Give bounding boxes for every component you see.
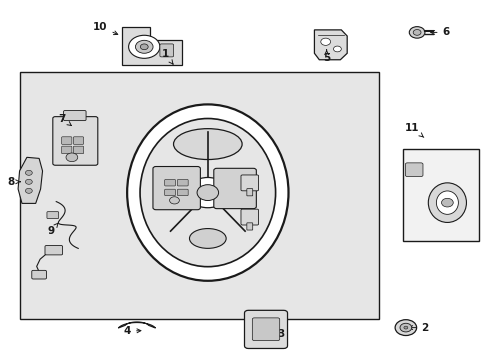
FancyBboxPatch shape: [63, 111, 86, 121]
Text: 9: 9: [47, 223, 58, 236]
FancyBboxPatch shape: [177, 180, 188, 186]
Circle shape: [128, 35, 160, 58]
Circle shape: [320, 38, 330, 45]
Text: 6: 6: [430, 27, 449, 37]
FancyBboxPatch shape: [47, 212, 59, 219]
FancyBboxPatch shape: [252, 318, 279, 341]
Circle shape: [169, 197, 179, 204]
Ellipse shape: [173, 129, 242, 159]
Polygon shape: [118, 322, 155, 328]
FancyBboxPatch shape: [241, 209, 258, 225]
Ellipse shape: [127, 104, 288, 281]
Polygon shape: [122, 27, 182, 65]
FancyBboxPatch shape: [213, 168, 256, 209]
FancyBboxPatch shape: [246, 223, 252, 230]
FancyBboxPatch shape: [160, 44, 173, 57]
FancyBboxPatch shape: [246, 189, 252, 196]
Text: 11: 11: [404, 123, 423, 138]
Text: 4: 4: [123, 326, 141, 336]
Ellipse shape: [140, 118, 275, 267]
Text: 8: 8: [7, 177, 20, 187]
Ellipse shape: [435, 191, 457, 214]
FancyBboxPatch shape: [61, 146, 72, 154]
Circle shape: [140, 44, 148, 50]
FancyBboxPatch shape: [405, 163, 422, 176]
Circle shape: [408, 27, 424, 38]
FancyBboxPatch shape: [164, 189, 175, 196]
Polygon shape: [314, 30, 346, 60]
Circle shape: [135, 40, 153, 53]
Circle shape: [66, 153, 78, 162]
Text: 1: 1: [161, 49, 173, 64]
FancyBboxPatch shape: [45, 246, 62, 255]
FancyBboxPatch shape: [73, 146, 83, 154]
FancyBboxPatch shape: [20, 72, 378, 319]
Polygon shape: [18, 157, 42, 203]
Circle shape: [399, 323, 411, 332]
Circle shape: [187, 177, 228, 208]
Circle shape: [403, 326, 407, 329]
FancyBboxPatch shape: [241, 175, 258, 191]
Text: 5: 5: [323, 50, 329, 63]
FancyBboxPatch shape: [73, 137, 83, 144]
FancyBboxPatch shape: [53, 117, 98, 165]
Text: 2: 2: [408, 323, 428, 333]
Circle shape: [25, 170, 32, 175]
FancyBboxPatch shape: [177, 189, 188, 196]
FancyBboxPatch shape: [403, 149, 478, 241]
Text: 7: 7: [59, 114, 71, 126]
Ellipse shape: [189, 229, 225, 248]
Circle shape: [25, 179, 32, 184]
FancyBboxPatch shape: [153, 167, 200, 210]
Circle shape: [197, 185, 218, 201]
Ellipse shape: [427, 183, 466, 222]
FancyBboxPatch shape: [61, 137, 72, 144]
Circle shape: [394, 320, 416, 336]
FancyBboxPatch shape: [32, 270, 46, 279]
Text: 10: 10: [93, 22, 118, 35]
FancyBboxPatch shape: [164, 180, 175, 186]
Text: 3: 3: [266, 329, 285, 339]
Circle shape: [25, 188, 32, 193]
Circle shape: [412, 30, 420, 35]
FancyBboxPatch shape: [244, 310, 287, 348]
Circle shape: [441, 198, 452, 207]
Circle shape: [333, 46, 341, 52]
